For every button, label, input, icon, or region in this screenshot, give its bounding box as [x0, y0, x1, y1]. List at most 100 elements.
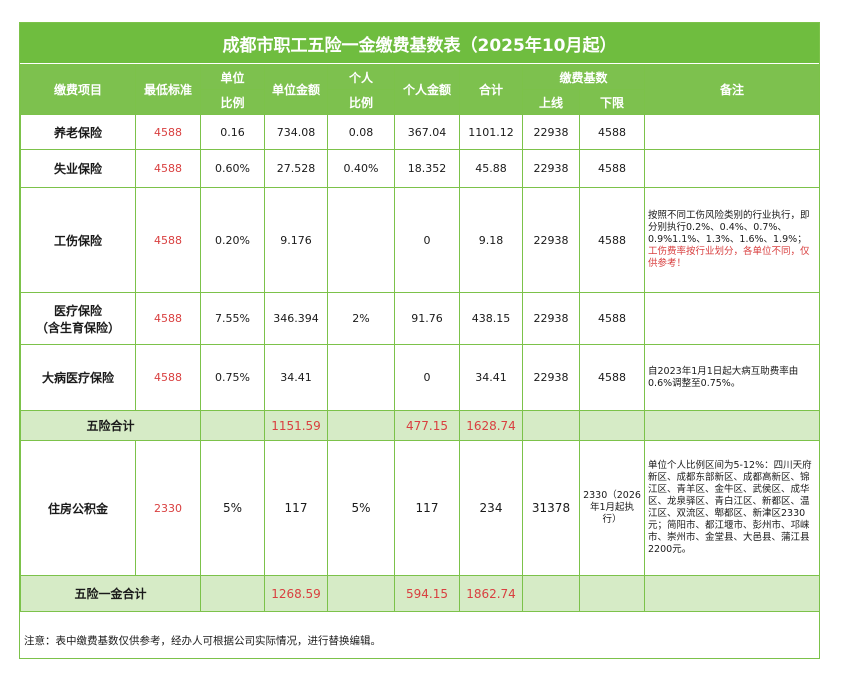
page-title: 成都市职工五险一金缴费基数表（2025年10月起）	[20, 23, 819, 63]
empty-cell	[578, 575, 646, 612]
unit-ratio: 0.75%	[200, 344, 265, 411]
upper: 22938	[522, 149, 580, 188]
person-amount: 0	[394, 187, 460, 293]
person-amount: 117	[394, 440, 460, 576]
unit-amount: 9.176	[264, 187, 328, 293]
unit-ratio: 0.20%	[200, 187, 265, 293]
upper: 22938	[522, 114, 580, 150]
header-person-ratio: 比例	[327, 89, 395, 115]
min-standard: 4588	[135, 187, 201, 293]
item-name: 大病医疗保险	[20, 344, 136, 411]
contribution-table: 缴费项目 最低标准 单位 单位金额 个人 个人金额 合计 缴费基数 备注 比例 …	[20, 64, 821, 612]
header-min-standard: 最低标准	[135, 64, 201, 115]
empty-cell	[644, 410, 821, 441]
item-name: 养老保险	[20, 114, 136, 150]
table-row: 工伤保险 4588 0.20% 9.176 0 9.18 22938 4588 …	[20, 187, 821, 293]
remark	[644, 114, 821, 150]
min-standard: 2330	[135, 440, 201, 576]
lower: 4588	[578, 114, 646, 150]
total: 9.18	[459, 187, 523, 293]
grand-total-total: 1862.74	[459, 575, 523, 612]
unit-ratio: 5%	[200, 440, 265, 576]
person-ratio: 0.40%	[327, 149, 395, 188]
item-name: 医疗保险 （含生育保险）	[20, 292, 136, 345]
footer-note: 注意：表中缴费基数仅供参考，经办人可根据公司实际情况，进行替换编辑。	[24, 635, 381, 647]
subtotal-person-amount: 477.15	[394, 410, 460, 441]
empty-cell	[522, 575, 580, 612]
remark-text: 按照不同工伤风险类别的行业执行，即分别执行0.2%、0.4%、0.7%、0.9%…	[648, 210, 810, 245]
unit-amount: 734.08	[264, 114, 328, 150]
item-name: 住房公积金	[20, 440, 136, 576]
empty-cell	[644, 575, 821, 612]
header-item: 缴费项目	[20, 64, 136, 115]
unit-amount: 34.41	[264, 344, 328, 411]
person-ratio: 0.08	[327, 114, 395, 150]
unit-amount: 346.394	[264, 292, 328, 345]
upper: 22938	[522, 187, 580, 293]
person-ratio	[327, 344, 395, 411]
item-name: 工伤保险	[20, 187, 136, 293]
header-upper: 上线	[522, 89, 580, 115]
subtotal-total: 1628.74	[459, 410, 523, 441]
empty-cell	[327, 575, 395, 612]
subtotal-row: 五险合计 1151.59 477.15 1628.74	[20, 410, 821, 441]
item-name-line2: （含生育保险）	[35, 320, 120, 335]
header-person: 个人	[327, 64, 395, 90]
header-unit: 单位	[200, 64, 265, 90]
unit-amount: 27.528	[264, 149, 328, 188]
header-remark: 备注	[644, 64, 821, 115]
grand-total-label: 五险一金合计	[20, 575, 201, 612]
subtotal-label: 五险合计	[20, 410, 201, 441]
grand-total-row: 五险一金合计 1268.59 594.15 1862.74	[20, 575, 821, 612]
header-person-amount: 个人金额	[394, 64, 460, 115]
table-row: 失业保险 4588 0.60% 27.528 0.40% 18.352 45.8…	[20, 149, 821, 188]
person-ratio	[327, 187, 395, 293]
item-name-line1: 医疗保险	[53, 303, 102, 318]
table-frame: 成都市职工五险一金缴费基数表（2025年10月起） 缴费项目 最低标准 单位 单…	[19, 22, 821, 659]
lower: 4588	[578, 149, 646, 188]
empty-cell	[522, 410, 580, 441]
person-amount: 91.76	[394, 292, 460, 345]
person-amount: 367.04	[394, 114, 460, 150]
table-row: 大病医疗保险 4588 0.75% 34.41 0 34.41 22938 45…	[20, 344, 821, 411]
lower: 2330（2026年1月起执行）	[578, 440, 646, 576]
header-base: 缴费基数	[521, 64, 646, 90]
upper: 31378	[522, 440, 580, 576]
upper: 22938	[522, 292, 580, 345]
header-unit-ratio: 比例	[200, 89, 265, 115]
lower: 4588	[578, 344, 646, 411]
min-standard: 4588	[135, 344, 201, 411]
total: 45.88	[459, 149, 523, 188]
total: 1101.12	[459, 114, 523, 150]
remark: 自2023年1月1日起大病互助费率由0.6%调整至0.75%。	[644, 344, 821, 411]
header-unit-amount: 单位金额	[264, 64, 328, 115]
remark-warning: 工伤费率按行业划分，各单位不同，仅供参考！	[648, 246, 810, 269]
unit-ratio: 0.60%	[200, 149, 265, 188]
upper: 22938	[522, 344, 580, 411]
total: 34.41	[459, 344, 523, 411]
header-total: 合计	[459, 64, 523, 115]
total: 234	[459, 440, 523, 576]
empty-cell	[200, 410, 265, 441]
unit-amount: 117	[264, 440, 328, 576]
person-amount: 0	[394, 344, 460, 411]
empty-cell	[327, 410, 395, 441]
remark: 单位个人比例区间为5-12%：四川天府新区、成都东部新区、成都高新区、锦江区、青…	[644, 440, 821, 576]
remark	[644, 149, 821, 188]
min-standard: 4588	[135, 292, 201, 345]
unit-ratio: 7.55%	[200, 292, 265, 345]
grand-total-person-amount: 594.15	[394, 575, 460, 612]
min-standard: 4588	[135, 114, 201, 150]
item-name: 失业保险	[20, 149, 136, 188]
table-row: 医疗保险 （含生育保险） 4588 7.55% 346.394 2% 91.76…	[20, 292, 821, 345]
total: 438.15	[459, 292, 523, 345]
empty-cell	[578, 410, 646, 441]
lower: 4588	[578, 187, 646, 293]
remark: 按照不同工伤风险类别的行业执行，即分别执行0.2%、0.4%、0.7%、0.9%…	[644, 187, 821, 293]
person-amount: 18.352	[394, 149, 460, 188]
table-row: 住房公积金 2330 5% 117 5% 117 234 31378 2330（…	[20, 440, 821, 576]
grand-total-unit-amount: 1268.59	[264, 575, 328, 612]
min-standard: 4588	[135, 149, 201, 188]
table-row: 养老保险 4588 0.16 734.08 0.08 367.04 1101.1…	[20, 114, 821, 150]
subtotal-unit-amount: 1151.59	[264, 410, 328, 441]
